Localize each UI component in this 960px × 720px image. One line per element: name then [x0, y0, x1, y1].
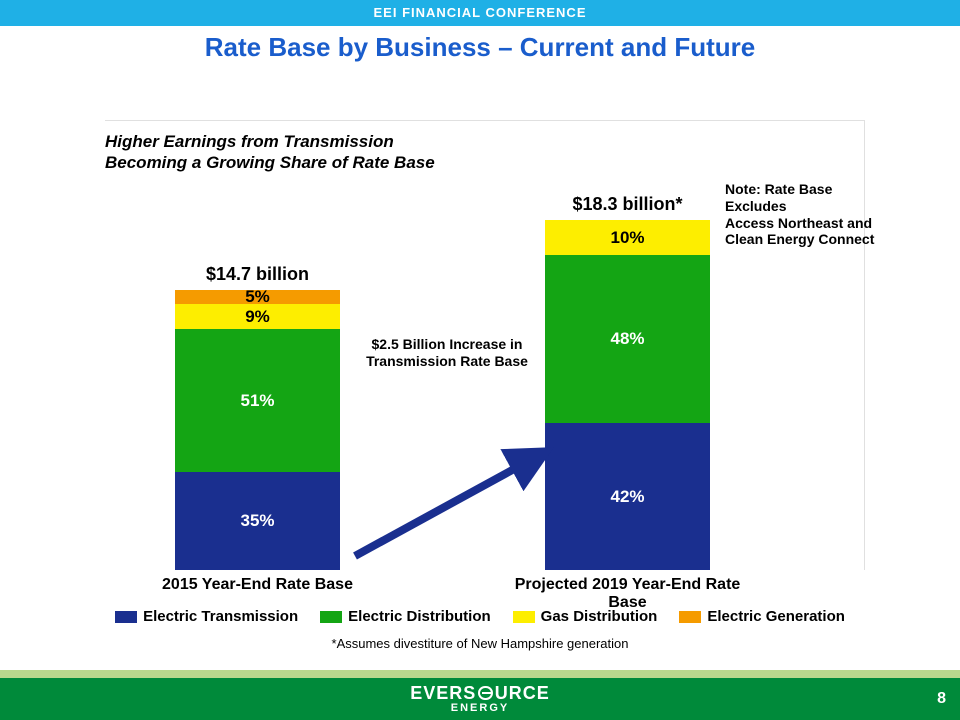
segment-electric-distribution: 48%: [545, 255, 710, 423]
footer: EVERS URCE ENERGY 8: [0, 670, 960, 720]
note-line2: Access Northeast and: [725, 215, 872, 231]
bar-2015-total: $14.7 billion: [175, 264, 340, 285]
footnote: *Assumes divestiture of New Hampshire ge…: [0, 636, 960, 651]
segment-electric-distribution: 51%: [175, 329, 340, 472]
arrow-label-line1: $2.5 Billion Increase in: [372, 336, 523, 352]
header-banner: EEI FINANCIAL CONFERENCE: [0, 0, 960, 26]
legend-label: Electric Generation: [707, 608, 845, 625]
logo-text-b: URCE: [495, 684, 550, 702]
arrow-label: $2.5 Billion Increase in Transmission Ra…: [352, 336, 542, 370]
legend-swatch: [513, 611, 535, 623]
legend-item-gas-distribution: Gas Distribution: [513, 608, 658, 625]
chart-subtitle: Higher Earnings from Transmission Becomi…: [105, 131, 435, 174]
logo-line2: ENERGY: [451, 703, 509, 714]
subtitle-line1: Higher Earnings from Transmission: [105, 132, 394, 151]
segment-gas-distribution: 10%: [545, 220, 710, 255]
legend-label: Electric Transmission: [143, 608, 298, 625]
arrow-label-line2: Transmission Rate Base: [366, 353, 528, 369]
bar-2019: 42%48%10%: [545, 220, 710, 570]
note-line1: Note: Rate Base Excludes: [725, 181, 832, 214]
segment-electric-generation: 5%: [175, 290, 340, 304]
note-line3: Clean Energy Connect: [725, 231, 874, 247]
chart-note: Note: Rate Base Excludes Access Northeas…: [725, 181, 885, 248]
legend-swatch: [320, 611, 342, 623]
slide: EEI FINANCIAL CONFERENCE Rate Base by Bu…: [0, 0, 960, 720]
footer-main: EVERS URCE ENERGY 8: [0, 678, 960, 720]
page-number: 8: [937, 690, 946, 708]
bar-2015-caption: 2015 Year-End Rate Base: [135, 576, 380, 594]
segment-electric-transmission: 35%: [175, 472, 340, 570]
legend-label: Gas Distribution: [541, 608, 658, 625]
subtitle-line2: Becoming a Growing Share of Rate Base: [105, 153, 435, 172]
legend: Electric Transmission Electric Distributi…: [0, 608, 960, 625]
segment-electric-transmission: 42%: [545, 423, 710, 570]
legend-label: Electric Distribution: [348, 608, 491, 625]
logo-o-icon: [478, 686, 492, 700]
chart-area: Higher Earnings from Transmission Becomi…: [105, 120, 865, 570]
bar-2019-caption: Projected 2019 Year-End Rate Base: [505, 576, 750, 612]
logo: EVERS URCE ENERGY: [410, 684, 549, 714]
legend-item-electric-distribution: Electric Distribution: [320, 608, 491, 625]
bar-2015: 35%51%9%5%: [175, 290, 340, 570]
legend-swatch: [115, 611, 137, 623]
bar-2019-total: $18.3 billion*: [545, 194, 710, 215]
logo-text-a: EVERS: [410, 684, 476, 702]
legend-item-electric-generation: Electric Generation: [679, 608, 845, 625]
legend-item-electric-transmission: Electric Transmission: [115, 608, 298, 625]
logo-line1: EVERS URCE: [410, 684, 549, 702]
segment-gas-distribution: 9%: [175, 304, 340, 329]
page-title: Rate Base by Business – Current and Futu…: [0, 32, 960, 63]
legend-swatch: [679, 611, 701, 623]
footer-accent: [0, 670, 960, 678]
